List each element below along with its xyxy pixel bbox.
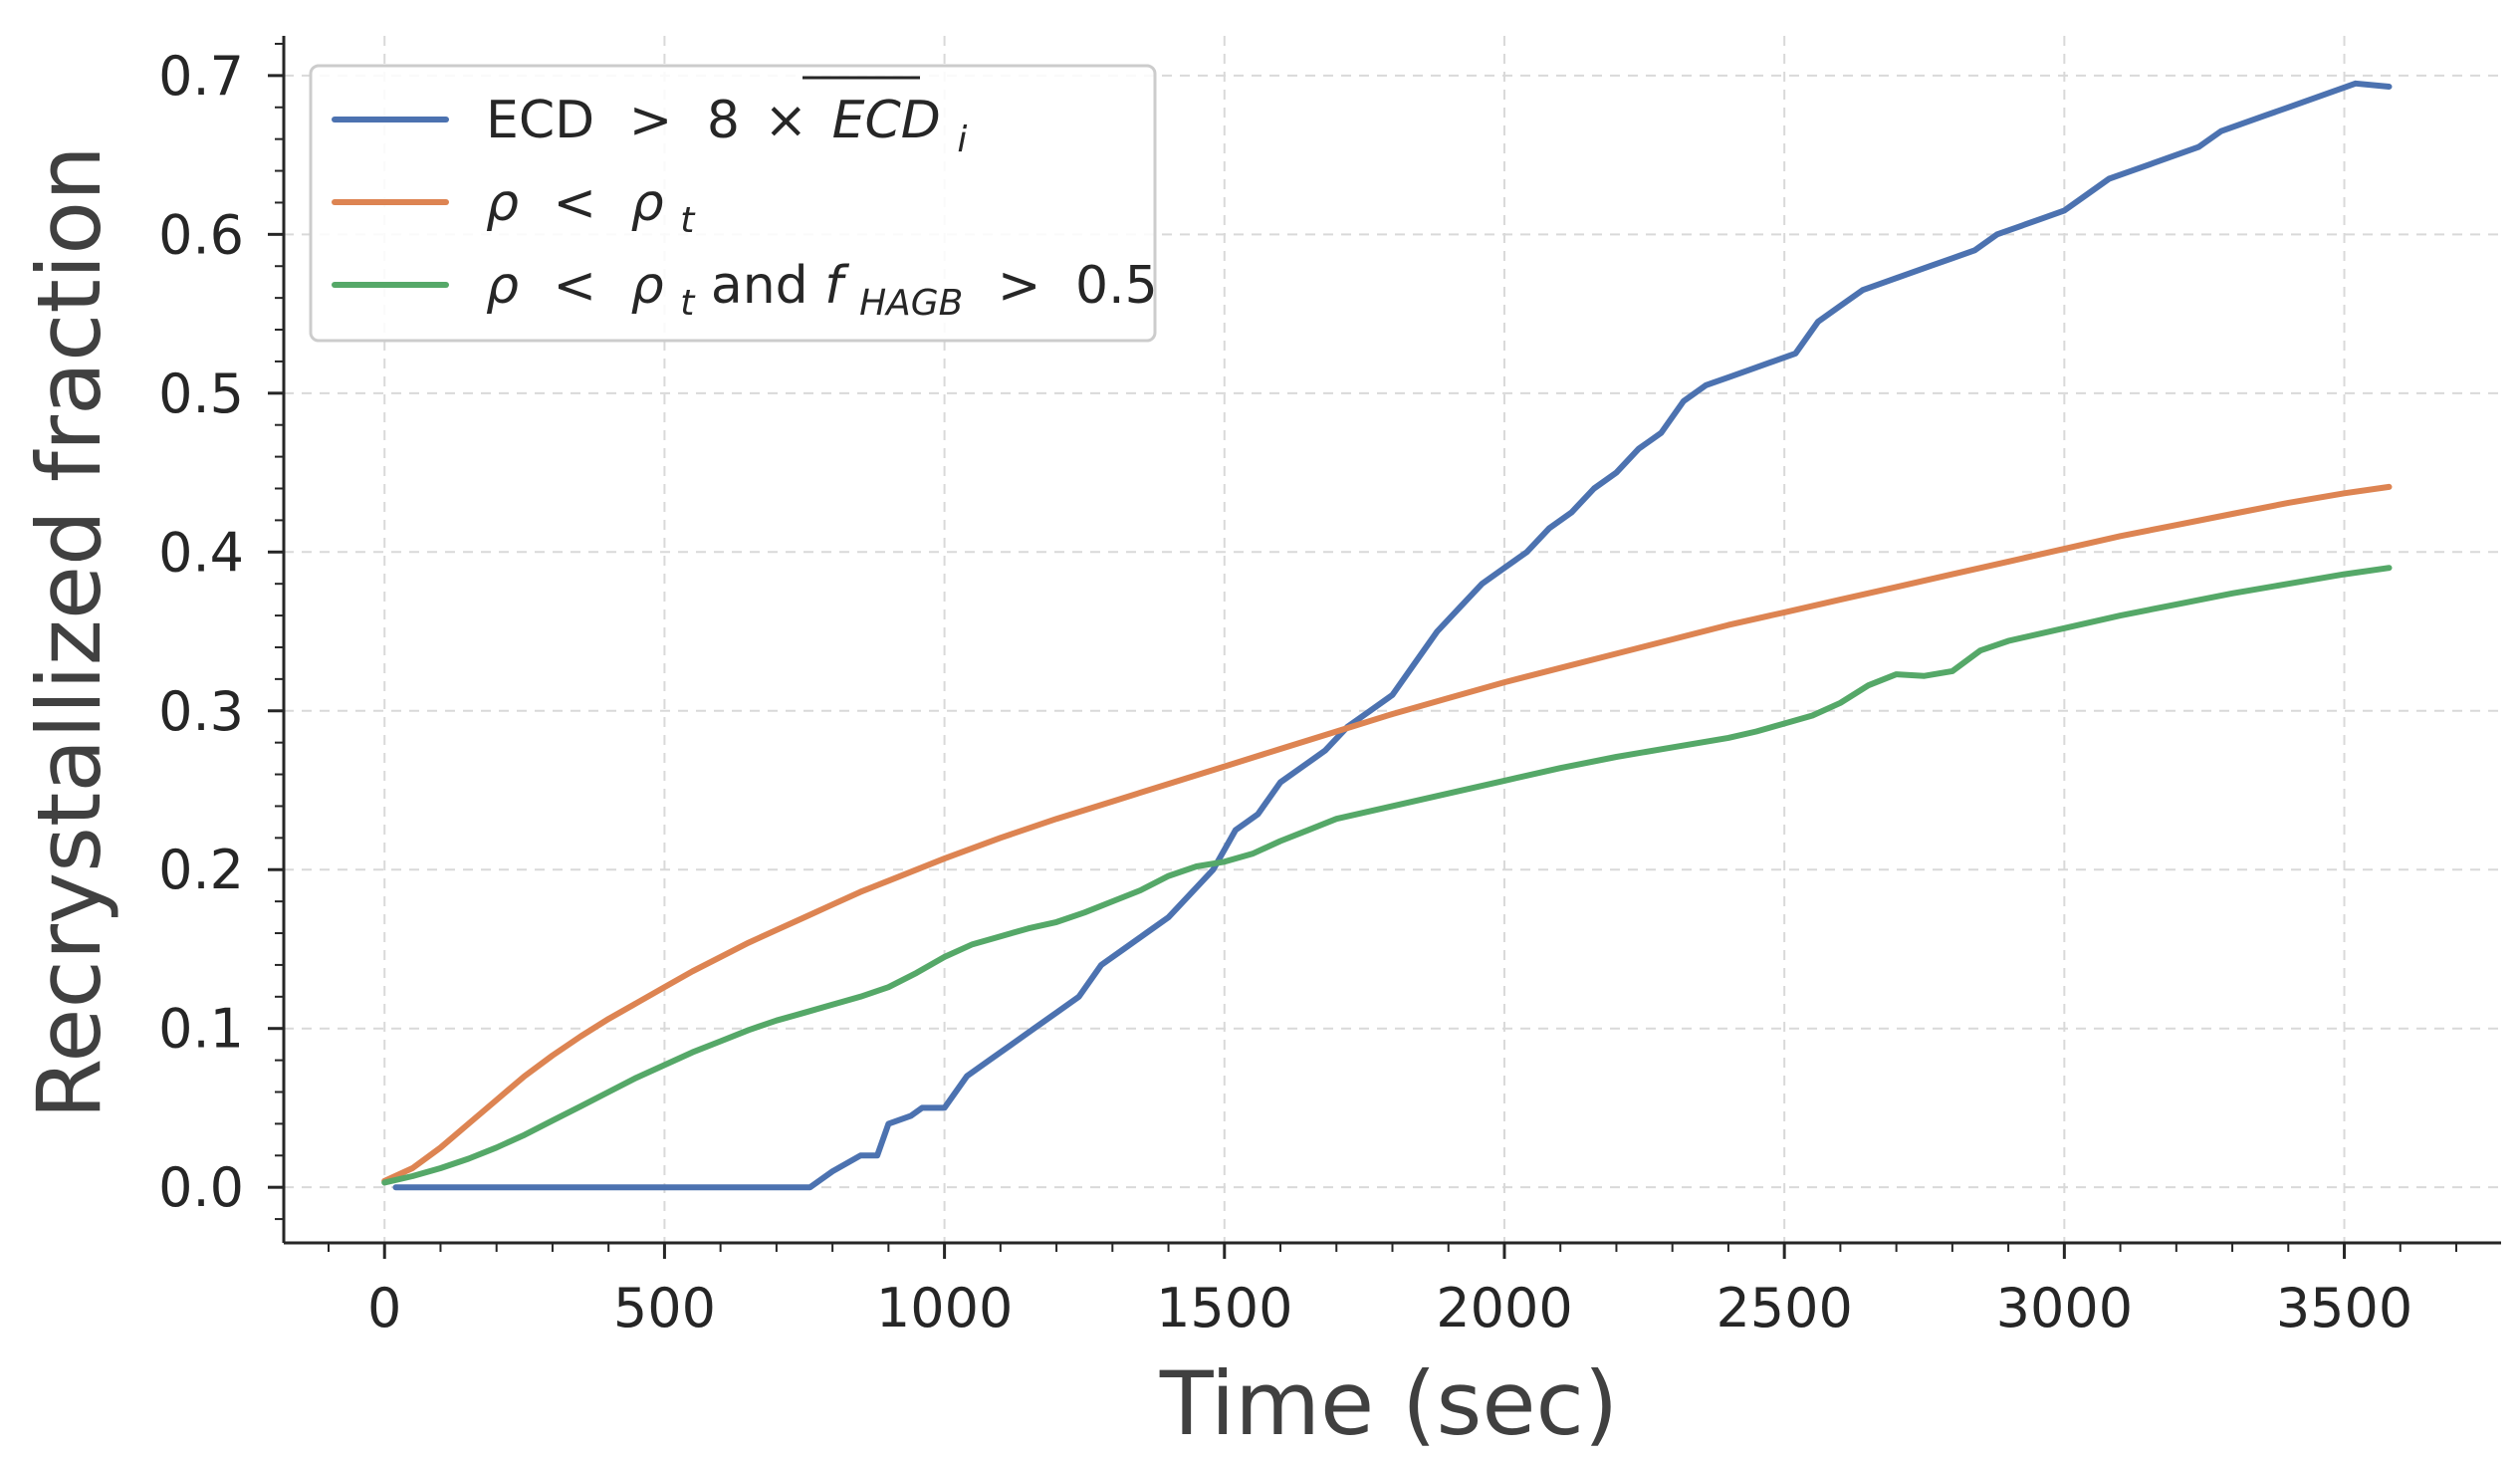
y-tick-label-3: 0.3 xyxy=(158,680,244,743)
legend-ecd-sub: i xyxy=(957,120,967,160)
ticks xyxy=(268,42,2458,1259)
legend-hagb-sub: t xyxy=(680,283,696,324)
x-tick-label-3: 1500 xyxy=(1156,1277,1292,1339)
y-tick-label-2: 0.2 xyxy=(158,839,244,901)
x-tick-label-1: 500 xyxy=(613,1277,716,1339)
series-line-ecd xyxy=(392,80,2393,1191)
series-lines xyxy=(381,80,2393,1191)
x-tick-label-2: 1000 xyxy=(876,1277,1013,1339)
x-axis-title: Time (sec) xyxy=(1159,1352,1618,1455)
legend-label-ecd: ECD > 8 × ECD i xyxy=(486,91,967,160)
x-tick-label-0: 0 xyxy=(367,1277,401,1339)
y-tick-label-6: 0.6 xyxy=(158,203,244,266)
series-line-rho xyxy=(381,483,2393,1184)
legend-hagb-val: 0.5 xyxy=(1075,256,1158,316)
legend-frame xyxy=(309,64,1157,343)
legend: ECD > 8 × ECD i ρ < ρ t ρ < ρ t and f HA… xyxy=(309,64,1158,343)
tick-labels: 0 500 1000 1500 2000 2500 3000 3500 0.0 0.1 0.2 0.3… xyxy=(158,45,2412,1339)
x-tick-label-5: 2500 xyxy=(1716,1277,1852,1339)
y-tick-label-4: 0.4 xyxy=(158,521,244,584)
legend-rho-op: < xyxy=(554,173,597,233)
legend-ecd-op: > xyxy=(629,91,673,150)
x-tick-label-7: 3500 xyxy=(2276,1277,2412,1339)
legend-rho-pre: ρ xyxy=(486,173,519,233)
y-tick-label-5: 0.5 xyxy=(158,363,244,425)
legend-ecd-bar: ECD xyxy=(832,91,941,150)
legend-label-rho-hagb: ρ < ρ t and f HAGB > 0.5 xyxy=(486,256,1158,328)
y-axis-title: Recrystallized fraction xyxy=(18,145,120,1119)
legend-label-rho: ρ < ρ t xyxy=(486,173,696,241)
legend-ecd-pre: ECD xyxy=(486,91,594,150)
x-tick-label-4: 2000 xyxy=(1436,1277,1572,1339)
x-tick-label-6: 3000 xyxy=(1996,1277,2133,1339)
legend-rho-rho: ρ xyxy=(631,173,664,233)
legend-hagb-fsub: HAGB xyxy=(859,283,963,324)
legend-hagb-op: < xyxy=(554,256,597,316)
legend-rho-sub: t xyxy=(680,200,696,241)
legend-hagb-pre: ρ xyxy=(486,256,519,316)
legend-ecd-num: 8 xyxy=(707,91,740,150)
y-tick-label-0: 0.0 xyxy=(158,1156,244,1219)
y-tick-label-7: 0.7 xyxy=(158,45,244,108)
legend-hagb-op2: > xyxy=(998,256,1041,316)
legend-hagb-f: f xyxy=(824,256,849,316)
legend-hagb-rho: ρ xyxy=(631,256,664,316)
legend-ecd-times: × xyxy=(764,91,807,150)
series-line-rho-hagb xyxy=(381,565,2393,1186)
legend-hagb-mid: and xyxy=(711,256,824,316)
y-tick-label-1: 0.1 xyxy=(158,998,244,1061)
